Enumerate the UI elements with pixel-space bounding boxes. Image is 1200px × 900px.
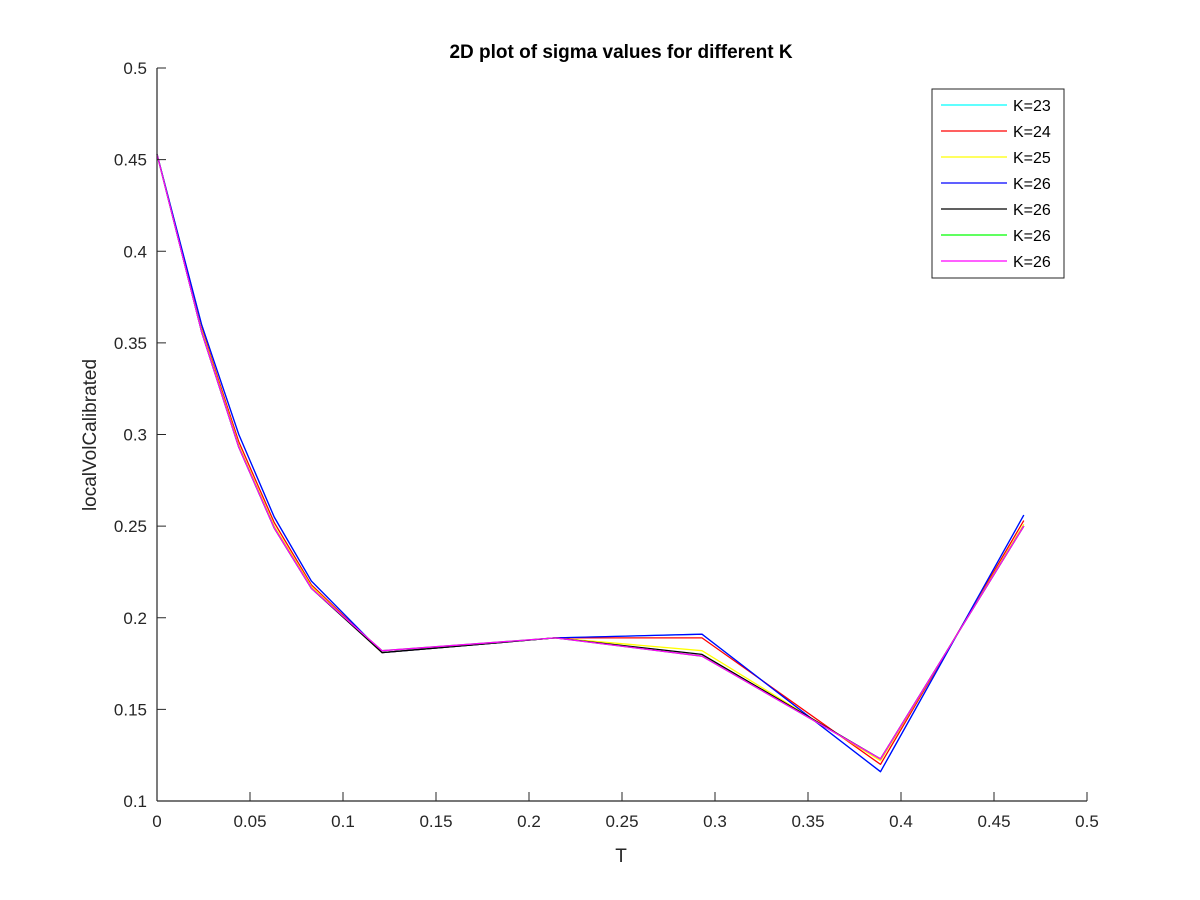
x-tick-label: 0.45: [977, 812, 1010, 831]
legend-label-1: K=23: [1013, 98, 1051, 115]
x-tick-label: 0.2: [517, 812, 541, 831]
x-tick-label: 0.5: [1075, 812, 1099, 831]
legend-label-2: K=24: [1013, 124, 1051, 141]
chart-title: 2D plot of sigma values for different K: [449, 42, 792, 63]
legend-label-5: K=26: [1013, 202, 1051, 219]
legend-label-3: K=25: [1013, 150, 1051, 167]
x-tick-label: 0: [152, 812, 161, 831]
legend: K=23 K=24 K=25 K=26 K=26 K=26 K=26: [931, 88, 1065, 279]
y-tick-label: 0.25: [114, 517, 147, 536]
y-ticks: 0.1 0.15 0.2 0.25 0.3 0.35 0.4 0.45 0.5: [114, 59, 166, 811]
legend-label-7: K=26: [1013, 254, 1051, 271]
legend-label-6: K=26: [1013, 228, 1051, 245]
y-tick-label: 0.3: [123, 426, 147, 445]
x-tick-label: 0.35: [791, 812, 824, 831]
x-tick-label: 0.4: [889, 812, 913, 831]
y-axis-label: localVolCalibrated: [80, 359, 101, 511]
series-line-7: [156, 153, 1025, 760]
y-tick-label: 0.15: [114, 700, 147, 719]
legend-label-4: K=26: [1013, 176, 1051, 193]
y-tick-label: 0.2: [123, 609, 147, 628]
x-tick-label: 0.05: [233, 812, 266, 831]
y-tick-label: 0.45: [114, 151, 147, 170]
y-tick-label: 0.4: [123, 242, 147, 261]
x-tick-label: 0.1: [331, 812, 355, 831]
x-axis-label: T: [615, 846, 627, 867]
y-tick-label: 0.35: [114, 334, 147, 353]
y-tick-label: 0.1: [123, 792, 147, 811]
x-tick-label: 0.25: [605, 812, 638, 831]
x-tick-label: 0.3: [703, 812, 727, 831]
x-tick-label: 0.15: [419, 812, 452, 831]
x-ticks: 0 0.05 0.1 0.15 0.2 0.25 0.3 0.35 0.4 0.45 0.5: [152, 792, 1099, 831]
y-tick-label: 0.5: [123, 59, 147, 78]
series-lines: [156, 153, 1025, 773]
series-line-4: [156, 153, 1025, 773]
